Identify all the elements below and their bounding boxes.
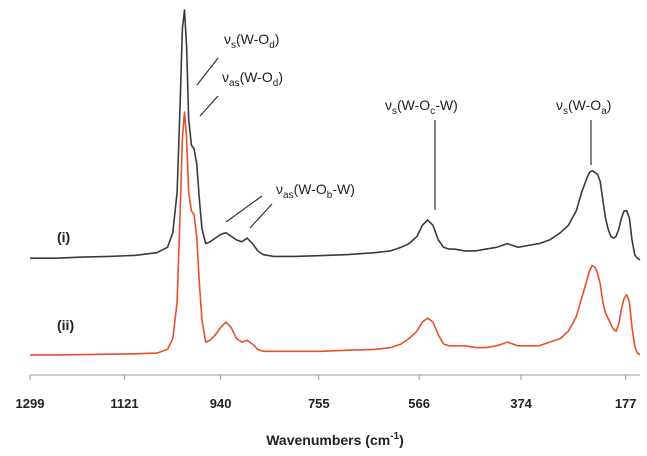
x-tick-label: 566 bbox=[408, 396, 430, 411]
series-label: (i) bbox=[57, 229, 70, 245]
peak-annotation-part: s bbox=[392, 106, 397, 117]
peak-annotation-part: (W-O bbox=[240, 69, 273, 85]
peak-annotation-part: as bbox=[229, 78, 240, 89]
peak-annotation-part: ) bbox=[607, 97, 612, 113]
series-label: (ii) bbox=[57, 317, 74, 333]
peak-annotation-part: d bbox=[269, 40, 275, 51]
peak-annotation: νs(W-Od) bbox=[224, 31, 279, 51]
peak-annotation-part: c bbox=[430, 106, 435, 117]
leader-line bbox=[249, 203, 273, 229]
leader-line bbox=[225, 195, 263, 223]
leader-line bbox=[199, 95, 219, 117]
peak-annotation: νs(W-Oa) bbox=[556, 97, 611, 117]
peak-annotation-part: (W-O bbox=[294, 181, 327, 197]
x-axis-title: Wavenumbers (cm-1) bbox=[266, 431, 404, 448]
peak-annotation-part: ) bbox=[278, 69, 283, 85]
peak-annotation-part: as bbox=[283, 190, 294, 201]
x-axis-title-part: ) bbox=[399, 432, 404, 448]
spectrum-line bbox=[30, 111, 641, 356]
peak-annotation-part: (W-O bbox=[568, 97, 601, 113]
peak-annotation-part: -W) bbox=[435, 97, 458, 113]
peak-annotation-part: ν bbox=[556, 97, 563, 113]
peak-annotation-part: d bbox=[273, 78, 279, 89]
x-tick-label: 755 bbox=[308, 396, 330, 411]
peak-annotation: νs(W-Oc-W) bbox=[385, 97, 458, 117]
peak-annotation: νas(W-Ob-W) bbox=[276, 181, 355, 201]
peak-annotation-part: ν bbox=[276, 181, 283, 197]
peak-annotation-part: (W-O bbox=[236, 31, 269, 47]
peak-annotation-part: -W) bbox=[332, 181, 355, 197]
peak-annotation-part: (W-O bbox=[397, 97, 430, 113]
peak-annotation-part: b bbox=[327, 190, 333, 201]
leader-line bbox=[196, 57, 219, 86]
peak-annotation-part: ν bbox=[222, 69, 229, 85]
x-tick-label: 940 bbox=[210, 396, 232, 411]
peak-annotation-part: a bbox=[601, 106, 607, 117]
peak-annotation-part: ) bbox=[275, 31, 280, 47]
leader-lines bbox=[196, 57, 592, 229]
x-tick-label: 374 bbox=[510, 396, 532, 411]
x-tick-label: 1121 bbox=[110, 396, 138, 411]
x-axis-title-part: Wavenumbers (cm bbox=[266, 432, 390, 448]
spectrum-line bbox=[30, 9, 641, 261]
peak-annotation-part: s bbox=[231, 40, 236, 51]
peak-annotation-part: ν bbox=[224, 31, 231, 47]
peak-annotation-part: ν bbox=[385, 97, 392, 113]
x-axis-title-part: -1 bbox=[390, 431, 399, 442]
peak-annotation-part: s bbox=[563, 106, 568, 117]
x-tick-label: 177 bbox=[615, 396, 637, 411]
x-tick-label: 1299 bbox=[16, 396, 45, 411]
peak-annotation: νas(W-Od) bbox=[222, 69, 283, 89]
